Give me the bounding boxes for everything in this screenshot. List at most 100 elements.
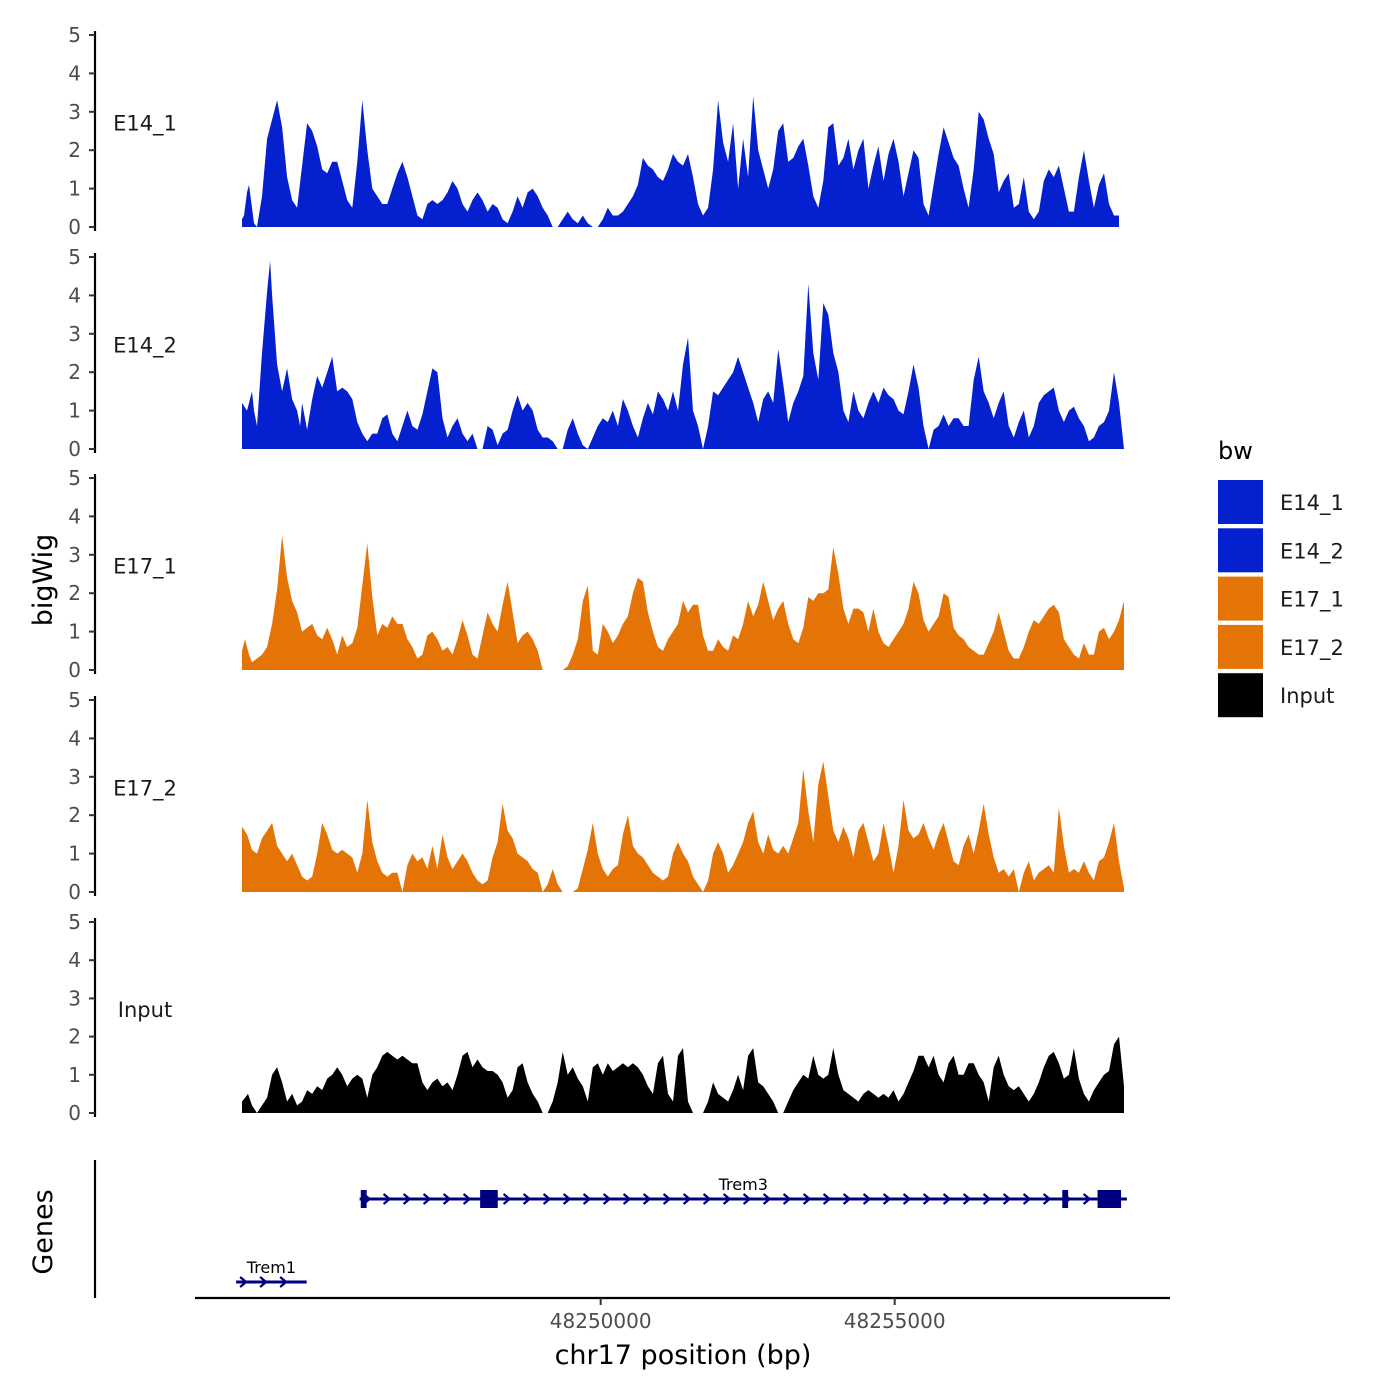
track-label: E14_2 (113, 333, 177, 358)
strand-chevron (902, 1193, 912, 1205)
legend-label: E14_2 (1280, 539, 1344, 564)
y-tick-label: 2 (68, 581, 81, 605)
y-tick-label: 0 (68, 437, 81, 461)
y-tick-label: 2 (68, 360, 81, 384)
strand-chevron (882, 1193, 892, 1205)
strand-chevron (602, 1193, 612, 1205)
y-tick-label: 0 (68, 880, 81, 904)
y-tick-label: 1 (68, 1063, 81, 1087)
y-tick-label: 4 (68, 948, 81, 972)
signal-area-e17-2 (242, 761, 1124, 892)
strand-chevron (802, 1193, 812, 1205)
y-tick-label: 5 (68, 23, 81, 47)
strand-chevron (259, 1276, 268, 1288)
strand-chevron (542, 1193, 552, 1205)
y-tick-label: 2 (68, 138, 81, 162)
strand-chevron (582, 1193, 592, 1205)
x-tick-label: 48250000 (550, 1309, 652, 1333)
y-tick-label: 4 (68, 61, 81, 85)
track-label: E17_1 (113, 554, 177, 579)
gene-trem3-label: Trem3 (718, 1175, 768, 1194)
y-tick-label: 2 (68, 803, 81, 827)
y-tick-label: 5 (68, 466, 81, 490)
strand-chevron (762, 1193, 772, 1205)
y-tick-label: 3 (68, 322, 81, 346)
x-axis: 48250000 48255000 (195, 1296, 1170, 1333)
y-tick-label: 5 (68, 688, 81, 712)
strand-chevron (722, 1193, 732, 1205)
y-tick-label: 3 (68, 543, 81, 567)
strand-chevron (942, 1193, 952, 1205)
legend-label: E17_2 (1280, 636, 1344, 661)
y-tick-label: 4 (68, 504, 81, 528)
signal-area-e14-2 (242, 260, 1124, 449)
gene-trem3-exon (1062, 1190, 1069, 1208)
y-tick-label: 0 (68, 215, 81, 239)
strand-chevron (642, 1193, 652, 1205)
gene-trem3-exon (1097, 1190, 1122, 1208)
y-tick-label: 3 (68, 100, 81, 124)
legend-swatch (1218, 480, 1263, 524)
y-tick-label: 2 (68, 1025, 81, 1049)
strand-chevron (442, 1193, 452, 1205)
strand-chevron (279, 1276, 288, 1288)
strand-chevron (1082, 1193, 1092, 1205)
strand-chevron (1042, 1193, 1052, 1205)
strand-chevron (742, 1193, 752, 1205)
y-tick-label: 1 (68, 620, 81, 644)
track-label: E14_1 (113, 111, 177, 136)
legend: bw E14_1 E14_2 E17_1 E17_2 Input (1218, 437, 1344, 718)
track-label: E17_2 (113, 776, 177, 801)
legend-swatch (1218, 576, 1263, 621)
y-tick-label: 4 (68, 726, 81, 750)
gene-trem3-exon (360, 1190, 367, 1208)
signal-area-e14-1 (242, 96, 1119, 228)
strand-chevron (402, 1193, 412, 1205)
strand-chevron (422, 1193, 432, 1205)
strand-chevron (782, 1193, 792, 1205)
signal-tracks: E14_1 E14_2 E17_1 E17_2 Input (113, 96, 1124, 1113)
legend-label: Input (1280, 684, 1334, 708)
strand-chevron (382, 1193, 392, 1205)
strand-chevron (702, 1193, 712, 1205)
y-tick-label: 5 (68, 910, 81, 934)
strand-chevron (239, 1276, 248, 1288)
y-tick-label: 0 (68, 1101, 81, 1125)
strand-chevron (822, 1193, 832, 1205)
strand-chevron (502, 1193, 512, 1205)
strand-chevron (682, 1193, 692, 1205)
legend-swatch (1218, 673, 1263, 718)
legend-swatch (1218, 528, 1263, 573)
legend-label: E14_1 (1280, 491, 1344, 516)
strand-chevron (962, 1193, 972, 1205)
legend-title: bw (1218, 437, 1253, 465)
gene-trem1-label: Trem1 (246, 1258, 296, 1277)
y-tick-label: 1 (68, 842, 81, 866)
legend-swatch (1218, 624, 1263, 669)
strand-chevron (562, 1193, 572, 1205)
y-axes: 0 1 2 3 4 5 0 1 2 3 4 5 0 1 2 3 4 5 0 1 2 3 4 5 0 1 2 3 4 5 (68, 23, 97, 1125)
y-tick-label: 3 (68, 765, 81, 789)
y-axis-title: bigWig (28, 534, 59, 627)
y-tick-label: 4 (68, 283, 81, 307)
y-tick-label: 0 (68, 658, 81, 682)
signal-area-e17-1 (242, 535, 1124, 670)
strand-chevron (662, 1193, 672, 1205)
y-tick-label: 5 (68, 245, 81, 269)
strand-chevron (1022, 1193, 1032, 1205)
strand-chevron (842, 1193, 852, 1205)
strand-chevron (982, 1193, 992, 1205)
signal-area-input (242, 1036, 1124, 1113)
genes-panel: Trem1 Trem3 (93, 1160, 1127, 1298)
strand-chevron (462, 1193, 472, 1205)
genes-panel-title: Genes (28, 1189, 59, 1274)
strand-chevron (1002, 1193, 1012, 1205)
y-tick-label: 3 (68, 986, 81, 1010)
x-tick-label: 48255000 (844, 1309, 946, 1333)
x-axis-title: chr17 position (bp) (555, 1340, 812, 1371)
gene-trem3-exon (480, 1190, 498, 1208)
y-tick-label: 1 (68, 399, 81, 423)
track-label: Input (118, 998, 172, 1022)
strand-chevron (522, 1193, 532, 1205)
